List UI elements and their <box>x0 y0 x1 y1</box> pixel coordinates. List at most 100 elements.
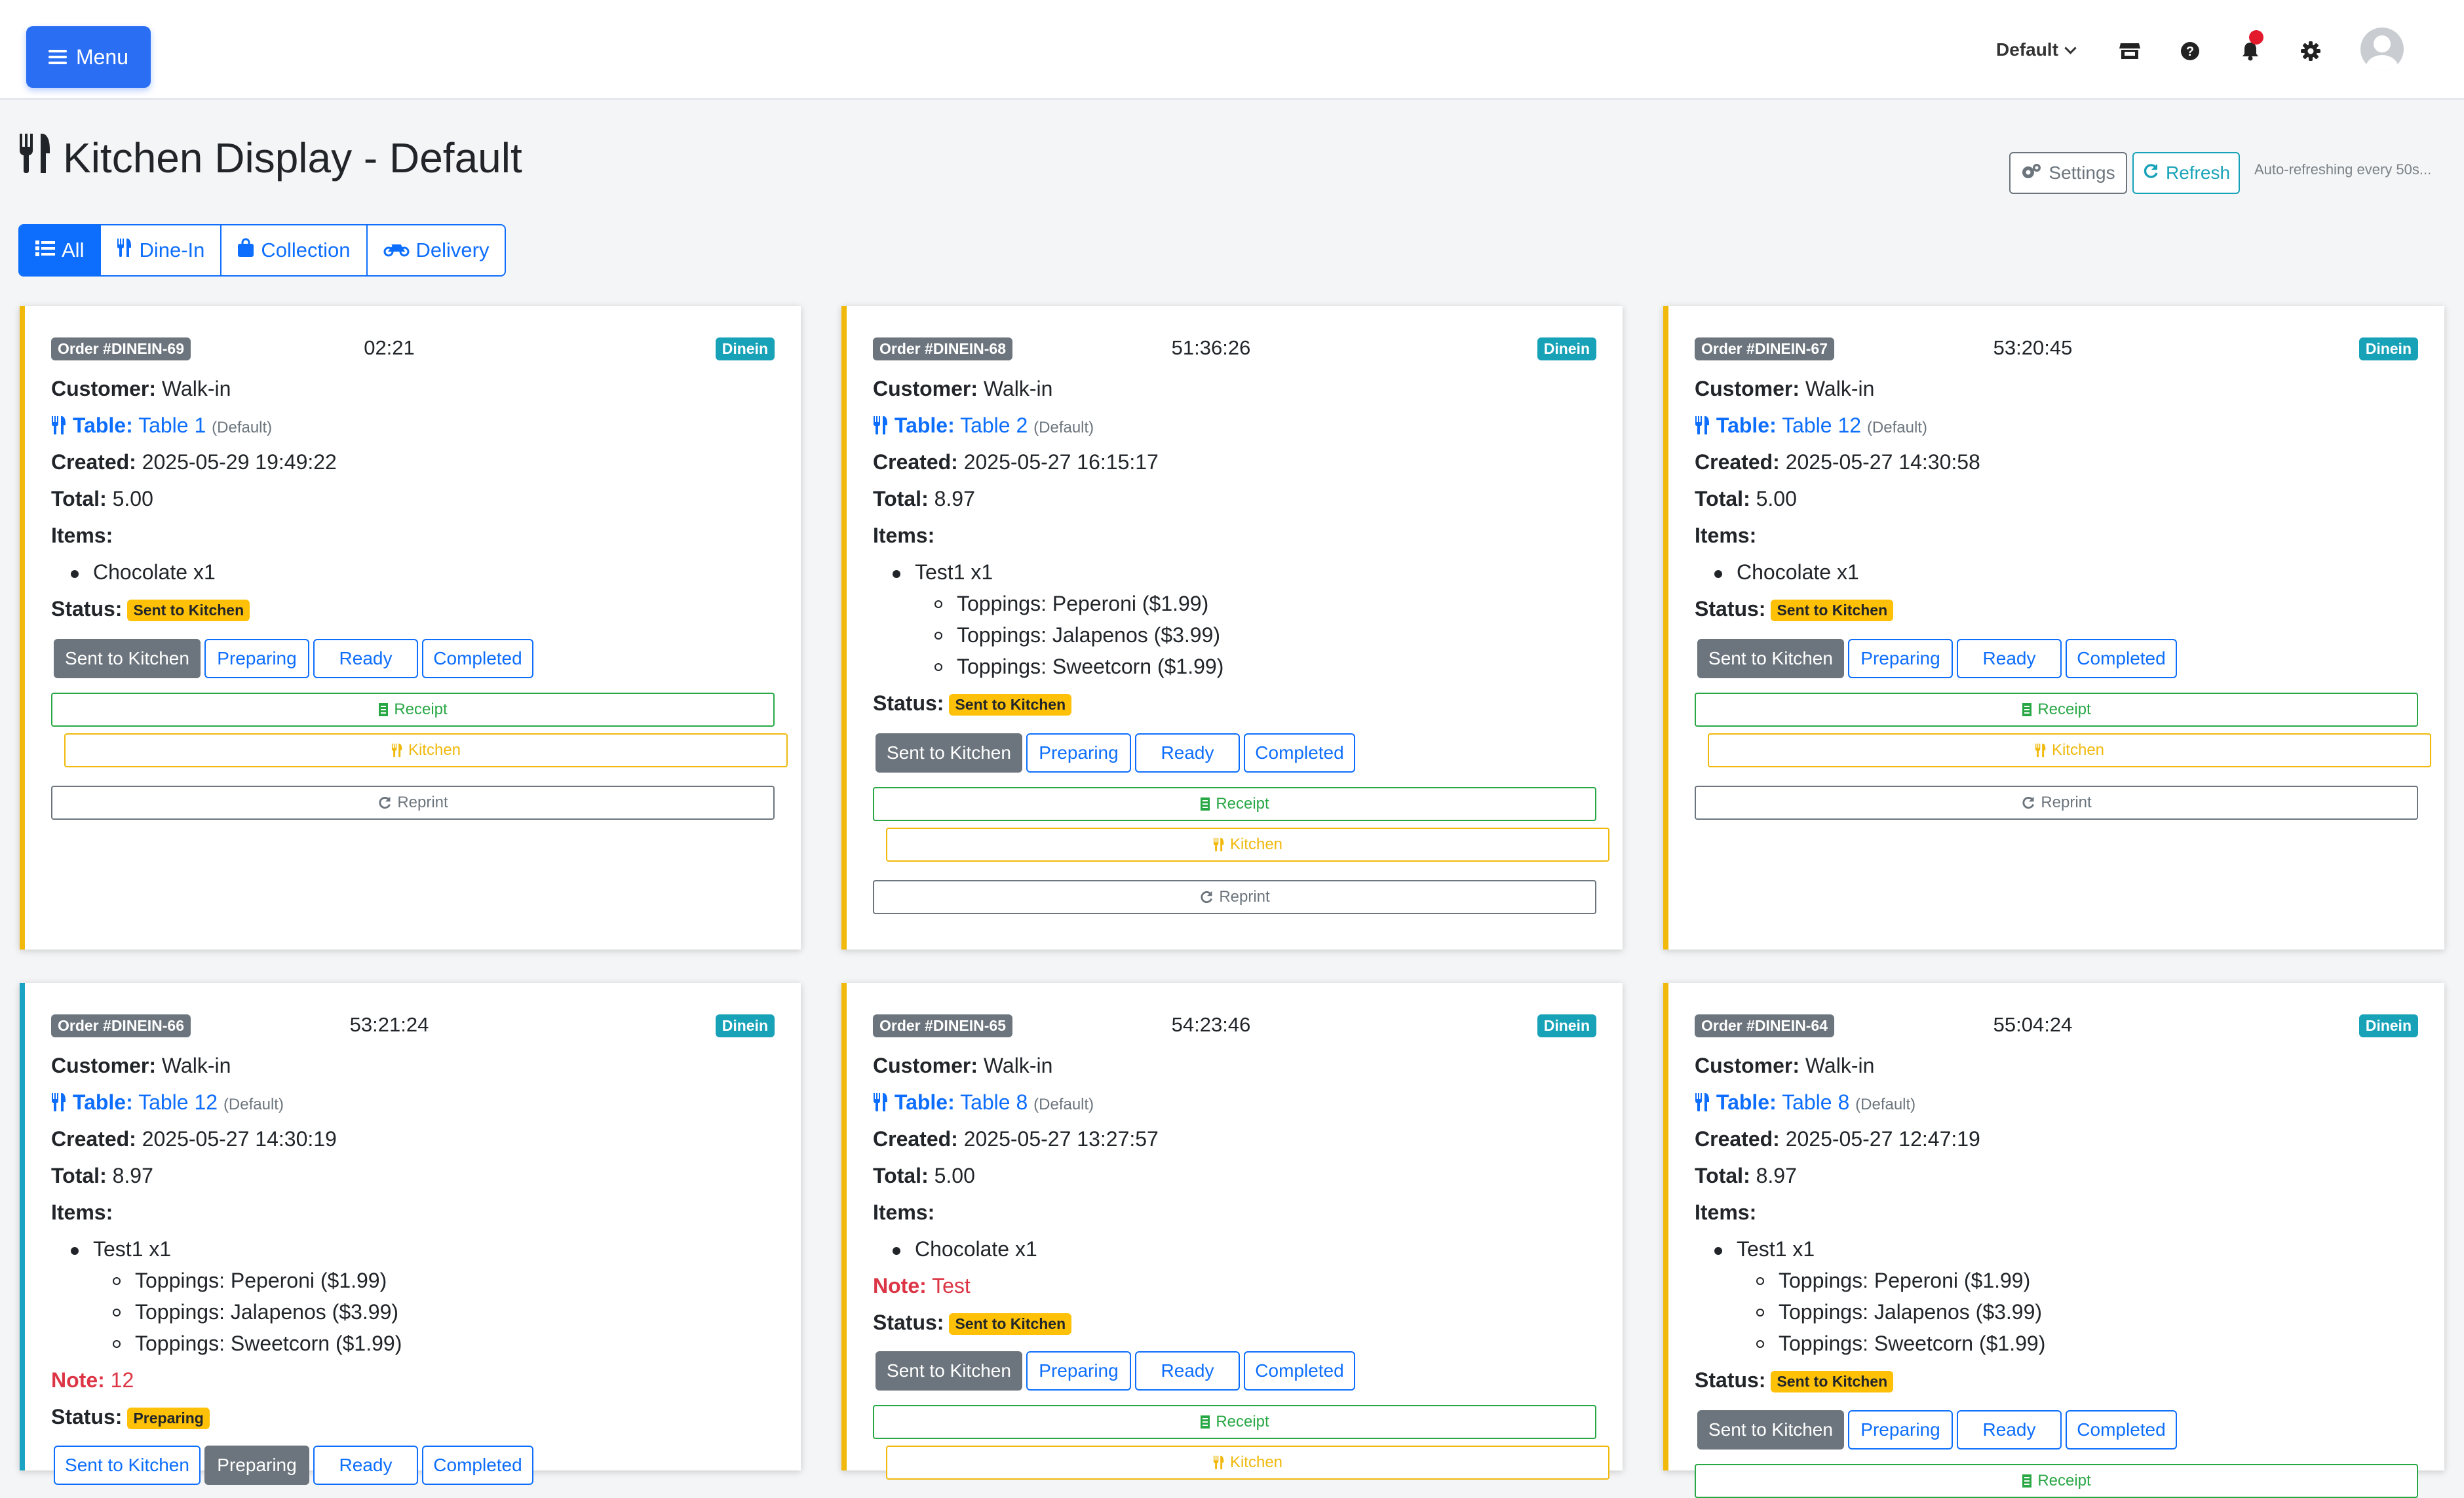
completed-button[interactable]: Completed <box>1244 733 1355 773</box>
total-value: 5.00 <box>934 1164 975 1187</box>
order-timer: 53:21:24 <box>349 1013 429 1036</box>
created-line: Created: 2025-05-27 14:30:19 <box>51 1127 337 1151</box>
status-badge: Sent to Kitchen <box>949 694 1072 716</box>
completed-button[interactable]: Completed <box>2066 639 2177 678</box>
preparing-button[interactable]: Preparing <box>204 639 309 678</box>
order-type-filter: All Dine-In Collection Delivery <box>18 224 507 277</box>
utensils-icon <box>1213 837 1224 852</box>
table-location: (Default) <box>212 419 273 436</box>
print-receipt-button[interactable]: Receipt <box>1695 1464 2418 1498</box>
print-receipt-button[interactable]: Receipt <box>873 787 1596 821</box>
items-heading: Items: <box>873 524 935 547</box>
sent-to-kitchen-button[interactable]: Sent to Kitchen <box>1697 639 1844 678</box>
order-number-badge: Order #DINEIN-66 <box>51 1014 191 1037</box>
filter-tab-all[interactable]: All <box>20 225 102 275</box>
utensils-icon <box>874 416 887 434</box>
page-title-text: Kitchen Display - Default <box>63 134 522 182</box>
store-selector[interactable]: Default <box>1996 39 2077 60</box>
utensils-icon <box>391 743 402 758</box>
status-line: Status: Preparing <box>51 1405 210 1430</box>
notification-dot <box>2249 30 2263 45</box>
ready-button[interactable]: Ready <box>1135 1351 1240 1391</box>
table-link[interactable]: Table 12 <box>138 1090 218 1114</box>
cogs-icon <box>2021 163 2042 184</box>
status-buttons: Sent to Kitchen Preparing Ready Complete… <box>54 639 533 678</box>
ready-button[interactable]: Ready <box>1135 733 1240 773</box>
order-type-badge: Dinein <box>715 1014 775 1037</box>
ready-button[interactable]: Ready <box>313 639 418 678</box>
utensils-icon <box>117 238 132 263</box>
print-receipt-button[interactable]: Receipt <box>1695 693 2418 727</box>
preparing-button[interactable]: Preparing <box>204 1446 309 1485</box>
filter-tab-collection[interactable]: Collection <box>221 225 368 275</box>
receipt-icon <box>2022 703 2032 716</box>
reprint-button[interactable]: Reprint <box>873 880 1596 914</box>
user-avatar[interactable] <box>2360 28 2404 71</box>
print-kitchen-button[interactable]: Kitchen <box>886 1446 1609 1480</box>
filter-tab-label: Delivery <box>415 239 490 261</box>
total-line: Total: 8.97 <box>51 1164 153 1187</box>
table-location: (Default) <box>223 1096 284 1113</box>
items-heading: Items: <box>51 524 113 547</box>
shop-icon[interactable] <box>2118 39 2142 63</box>
status-line: Status: Sent to Kitchen <box>1695 597 1894 622</box>
print-kitchen-button[interactable]: Kitchen <box>64 733 788 767</box>
table-link[interactable]: Table 8 <box>960 1090 1028 1114</box>
list-item: Test1 x1 <box>892 560 993 584</box>
preparing-button[interactable]: Preparing <box>1026 733 1131 773</box>
ready-button[interactable]: Ready <box>1957 1410 2062 1450</box>
order-type-badge: Dinein <box>1537 1014 1596 1037</box>
sent-to-kitchen-button[interactable]: Sent to Kitchen <box>54 639 201 678</box>
table-link[interactable]: Table 2 <box>960 413 1028 437</box>
help-icon[interactable]: ? <box>2178 39 2202 63</box>
ready-button[interactable]: Ready <box>313 1446 418 1485</box>
ready-button[interactable]: Ready <box>1957 639 2062 678</box>
preparing-button[interactable]: Preparing <box>1848 639 1953 678</box>
filter-tab-dine-in[interactable]: Dine-In <box>101 225 222 275</box>
hamburger-icon <box>48 50 67 64</box>
order-timer: 51:36:26 <box>1171 336 1251 359</box>
sent-to-kitchen-button[interactable]: Sent to Kitchen <box>876 1351 1022 1391</box>
status-buttons: Sent to Kitchen Preparing Ready Complete… <box>876 733 1355 773</box>
sent-to-kitchen-button[interactable]: Sent to Kitchen <box>1697 1410 1844 1450</box>
status-badge: Sent to Kitchen <box>949 1313 1072 1335</box>
print-receipt-button[interactable]: Receipt <box>51 693 775 727</box>
gear-icon[interactable] <box>2299 39 2322 63</box>
preparing-button[interactable]: Preparing <box>1026 1351 1131 1391</box>
print-kitchen-button[interactable]: Kitchen <box>1708 733 2431 767</box>
preparing-button[interactable]: Preparing <box>1848 1410 1953 1450</box>
customer-line: Customer: Walk-in <box>51 377 231 400</box>
table-link[interactable]: Table 8 <box>1782 1090 1850 1114</box>
reprint-button[interactable]: Reprint <box>51 786 775 820</box>
completed-button[interactable]: Completed <box>422 1446 533 1485</box>
total-line: Total: 8.97 <box>1695 1164 1797 1187</box>
status-badge: Sent to Kitchen <box>127 600 250 622</box>
note-value: Test <box>932 1274 971 1297</box>
table-location: (Default) <box>1866 419 1927 436</box>
menu-button[interactable]: Menu <box>26 26 151 88</box>
refresh-button[interactable]: Refresh <box>2132 152 2240 194</box>
order-card: Order #DINEIN-69 02:21 Dinein Customer: … <box>20 306 801 950</box>
settings-button[interactable]: Settings <box>2009 152 2127 194</box>
completed-button[interactable]: Completed <box>2066 1410 2177 1450</box>
completed-button[interactable]: Completed <box>1244 1351 1355 1391</box>
reprint-button[interactable]: Reprint <box>1695 786 2418 820</box>
notifications-bell-icon[interactable] <box>2239 39 2262 63</box>
table-link[interactable]: Table 12 <box>1782 413 1862 437</box>
sent-to-kitchen-button[interactable]: Sent to Kitchen <box>876 733 1022 773</box>
print-kitchen-button[interactable]: Kitchen <box>886 828 1609 862</box>
created-value: 2025-05-27 14:30:58 <box>1785 450 1980 474</box>
order-card: Order #DINEIN-67 53:20:45 Dinein Custome… <box>1663 306 2444 950</box>
sent-to-kitchen-button[interactable]: Sent to Kitchen <box>54 1446 201 1485</box>
chevron-down-icon <box>2064 41 2077 54</box>
utensils-icon <box>1695 416 1709 434</box>
status-badge: Sent to Kitchen <box>1771 1371 1894 1393</box>
customer-value: Walk-in <box>983 377 1053 400</box>
order-type-badge: Dinein <box>2358 337 2418 360</box>
completed-button[interactable]: Completed <box>422 639 533 678</box>
order-number-badge: Order #DINEIN-69 <box>51 337 191 360</box>
table-link[interactable]: Table 1 <box>138 413 206 437</box>
filter-tab-delivery[interactable]: Delivery <box>368 225 505 275</box>
table-line: Table: Table 12 (Default) <box>51 1090 284 1115</box>
print-receipt-button[interactable]: Receipt <box>873 1405 1596 1439</box>
